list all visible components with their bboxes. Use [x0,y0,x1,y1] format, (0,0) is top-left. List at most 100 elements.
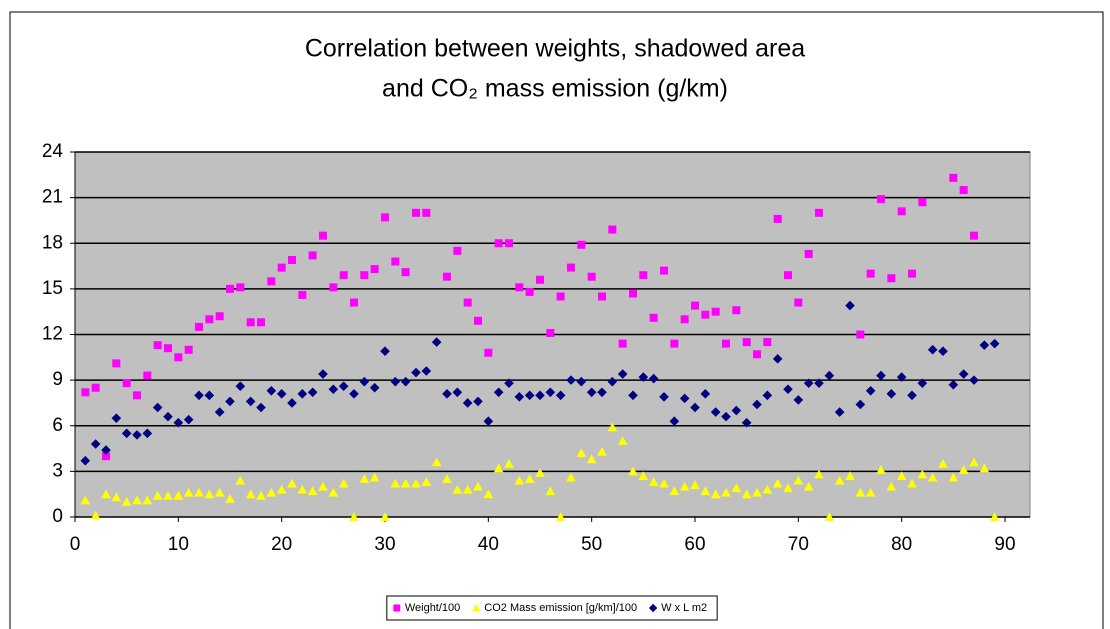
point [132,495,142,505]
point [360,271,369,280]
x-tick-label: 60 [684,534,705,555]
point [328,487,339,497]
y-tick-label: 6 [52,415,63,436]
point [824,512,835,521]
point [452,484,463,494]
point [483,489,494,499]
plot-area: 0 3 6 9 12 15 18 21 24 0 10 20 30 40 50 60 70 80 90 [42,141,1031,555]
point [670,339,679,348]
point [865,487,876,497]
point [205,315,214,324]
point [896,471,907,480]
y-tick-label: 18 [42,232,63,253]
point [927,472,938,482]
point [288,255,296,264]
point [102,452,110,461]
point [307,387,318,398]
point [845,471,855,480]
point [298,290,307,299]
point [793,395,804,405]
point [214,407,225,417]
y-tick-label: 21 [42,187,63,208]
point [245,396,256,407]
point [112,359,121,368]
y-tick-label: 0 [52,506,63,527]
point [422,208,431,217]
point [308,251,317,260]
point [411,478,421,488]
point [721,411,731,422]
point [803,378,814,388]
x-tick-label: 20 [271,534,292,555]
point [576,448,587,458]
x-tick-label: 30 [374,534,395,555]
point [81,388,90,397]
point [235,381,246,392]
point [462,484,473,494]
point [132,430,142,440]
y-tick-label: 9 [52,369,63,390]
point [349,389,359,399]
point [659,478,669,488]
point [659,392,669,402]
point [567,263,575,272]
point [865,385,876,396]
point [618,339,627,348]
point [989,338,1000,349]
point [359,376,370,387]
point [907,390,917,401]
point [338,381,349,392]
point [412,208,420,217]
point [608,225,617,234]
point [824,370,835,381]
point [431,457,442,467]
point [989,512,1000,521]
point [101,445,111,455]
x-tick-label: 50 [581,534,602,555]
point [732,306,741,315]
point [546,328,555,337]
point [855,399,866,410]
point [896,372,907,382]
point [731,483,742,493]
point [877,195,885,204]
point [586,454,597,464]
point [401,268,410,277]
point [710,407,721,417]
point [691,301,699,310]
point [772,478,783,488]
point [359,474,370,483]
point [587,272,596,281]
point [80,495,91,505]
point [318,481,328,491]
point [741,417,752,428]
point [763,338,772,347]
point [617,369,628,379]
legend-label: W x L m2 [661,602,707,614]
point [938,458,948,468]
point [267,277,276,286]
point [443,272,451,281]
point [690,480,700,490]
point [679,393,690,404]
point [866,269,875,278]
point [617,436,628,445]
point [142,428,153,439]
point [339,271,348,280]
point [660,266,668,275]
point [917,378,928,388]
point [576,376,587,387]
point [876,465,886,474]
point [483,416,494,426]
point [319,231,327,240]
point [938,346,948,357]
point [669,486,680,496]
point [266,385,277,396]
point [887,274,896,283]
point [421,477,432,487]
point [236,283,245,292]
point [814,378,824,388]
point [215,312,224,321]
point [597,387,607,398]
